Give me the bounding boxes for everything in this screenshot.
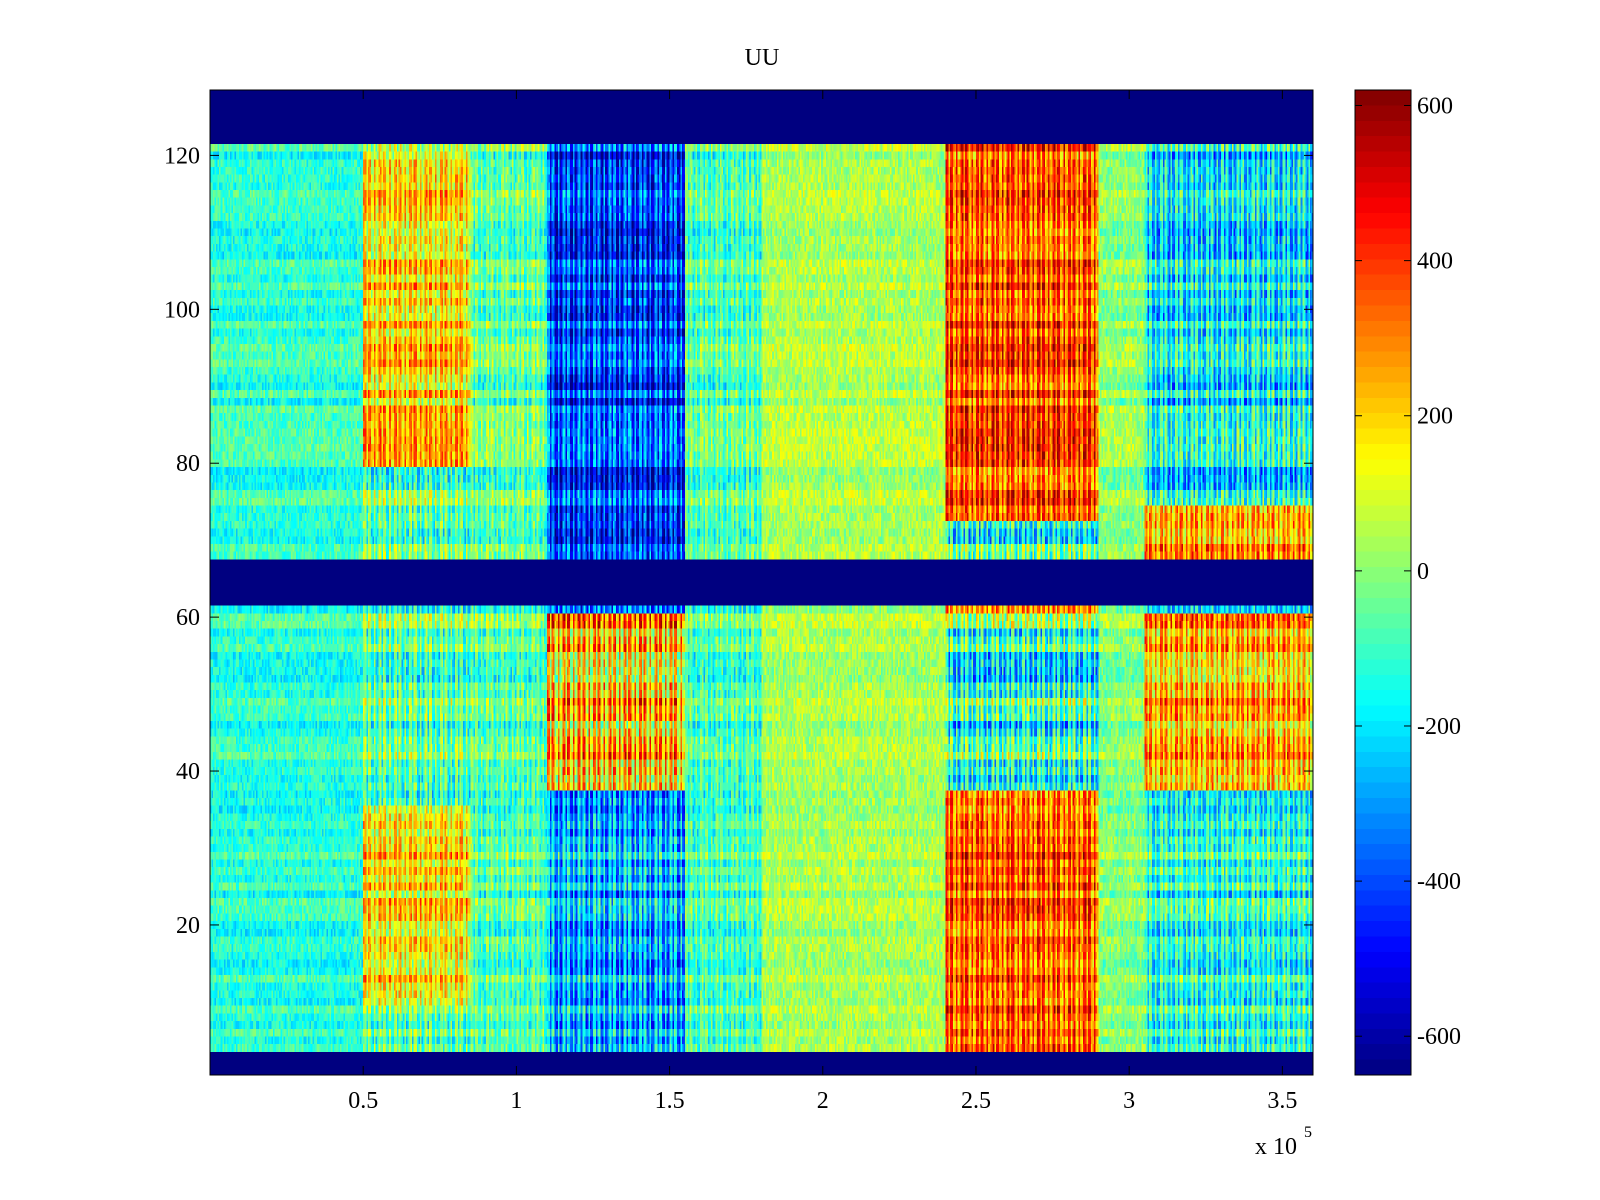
x-tick-label: 0.5 (348, 1088, 378, 1114)
colorbar-image (1355, 90, 1411, 1075)
x-tick-label: 2 (817, 1088, 829, 1114)
x-tick-label: 2.5 (961, 1088, 991, 1114)
x-tick-label: 1.5 (655, 1088, 685, 1114)
colorbar-tick-label: -400 (1417, 869, 1461, 895)
colorbar-tick-label: -600 (1417, 1024, 1461, 1050)
colorbar: 600 400 200 0 -200 -400 -600 (1354, 89, 1461, 1076)
y-tick-label: 60 (176, 605, 200, 631)
y-tick-label: 120 (164, 143, 200, 169)
colorbar-frame (1354, 89, 1412, 1076)
plot-frame (209, 89, 1314, 1076)
y-tick-label: 80 (176, 451, 200, 477)
x-exponent: x 10 5 (1255, 1124, 1312, 1160)
x-exponent-base: x 10 (1255, 1134, 1297, 1160)
colorbar-tick-label: 0 (1417, 559, 1429, 585)
colorbar-ticks: 600 400 200 0 -200 -400 -600 (1355, 94, 1461, 1050)
x-exponent-power: 5 (1304, 1124, 1312, 1141)
colorbar-tick-label: -200 (1417, 714, 1461, 740)
x-tick-label: 3 (1123, 1088, 1135, 1114)
y-tick-label: 20 (176, 913, 200, 939)
colorbar-tick-label: 200 (1417, 404, 1453, 430)
x-axis: 0.5 1 1.5 2 2.5 3 3.5 (348, 90, 1297, 1114)
heatmap-plot: 0.5 1 1.5 2 2.5 3 3.5 20 40 60 80 100 120 (164, 89, 1314, 1114)
colorbar-tick-label: 600 (1417, 94, 1453, 120)
chart-title: UU (745, 45, 780, 71)
x-tick-label: 3.5 (1267, 1088, 1297, 1114)
y-axis: 20 40 60 80 100 120 (164, 143, 1313, 939)
y-tick-label: 40 (176, 759, 200, 785)
colorbar-tick-label: 400 (1417, 249, 1453, 275)
y-tick-label: 100 (164, 297, 200, 323)
heatmap-image (210, 90, 1313, 1075)
x-tick-label: 1 (510, 1088, 522, 1114)
